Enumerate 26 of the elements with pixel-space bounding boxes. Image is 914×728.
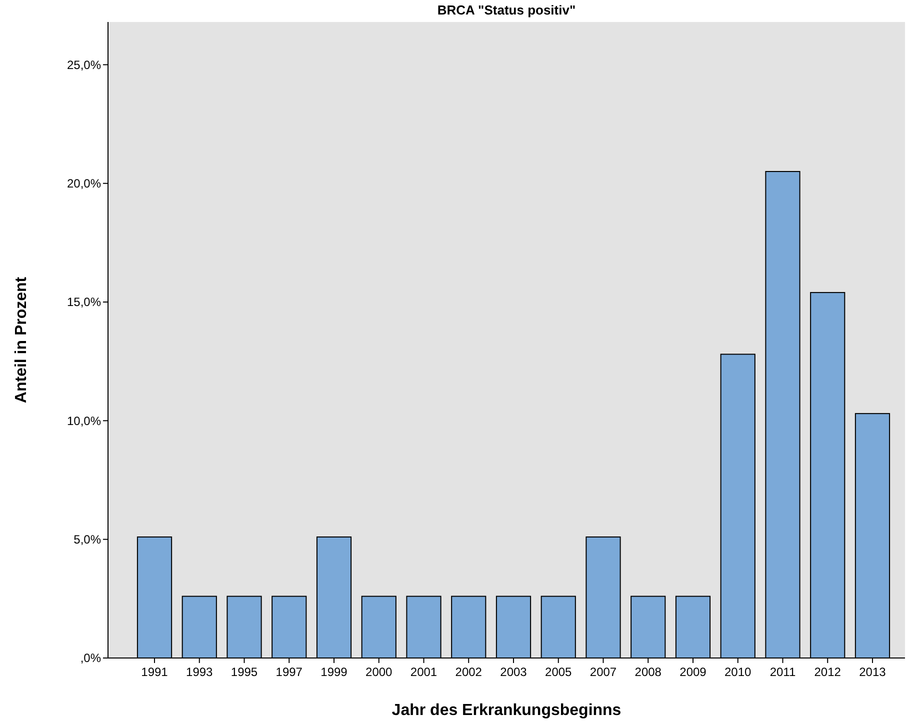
x-tick-label: 2001 (410, 665, 438, 679)
y-tick-label: 10,0% (66, 414, 102, 428)
x-tick-label: 1993 (186, 665, 214, 679)
x-tick-label: 2000 (366, 665, 393, 679)
x-tick-label: 2005 (545, 665, 572, 679)
x-axis-title: Jahr des Erkrankungsbeginns (392, 702, 622, 719)
y-tick-label: 15,0% (66, 295, 102, 310)
x-tick-label: 2010 (724, 665, 752, 679)
y-tick-label: ,0% (80, 651, 102, 666)
x-tick-label: 2003 (500, 665, 528, 679)
y-axis-title: Anteil in Prozent (13, 276, 30, 404)
chart-title: BRCA "Status positiv" (437, 2, 576, 18)
x-tick-label: 1997 (276, 665, 303, 679)
y-tick-label: 20,0% (66, 176, 102, 191)
y-tick-label: 5,0% (74, 532, 102, 547)
x-tick-label: 2002 (455, 665, 482, 679)
x-tick-label: 2013 (859, 665, 886, 679)
x-tick-label: 1999 (320, 665, 348, 679)
x-tick-label: 2008 (634, 665, 662, 679)
y-tick-label: 25,0% (66, 58, 102, 72)
x-tick-label: 2007 (590, 665, 617, 679)
x-tick-label: 2011 (770, 665, 796, 679)
x-tick-label: 2012 (814, 665, 842, 679)
x-tick-label: 1995 (230, 665, 258, 679)
x-tick-label: 1991 (141, 665, 168, 679)
x-tick-label: 2009 (680, 665, 707, 679)
